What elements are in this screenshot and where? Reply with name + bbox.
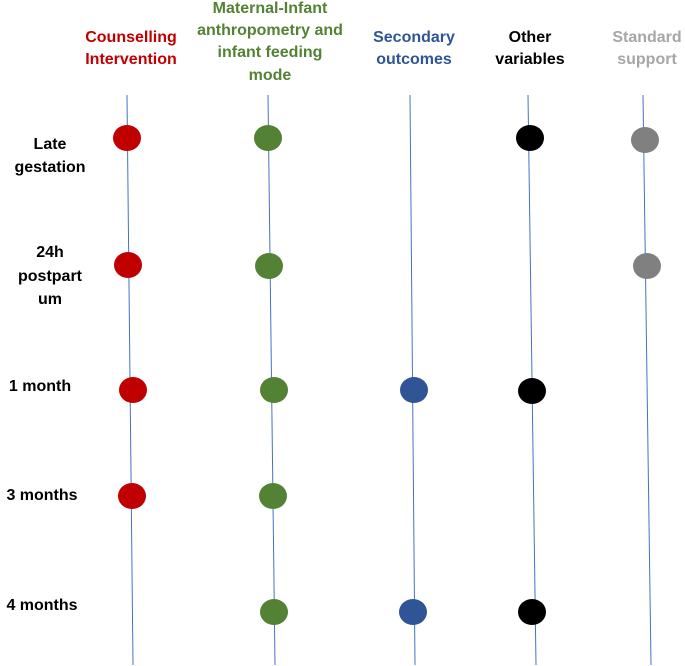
dot bbox=[259, 483, 287, 509]
dot bbox=[399, 599, 427, 625]
column-header: Maternal-Infant bbox=[213, 0, 328, 17]
row-label: 4 months bbox=[6, 597, 77, 614]
column-header: infant feeding bbox=[218, 44, 323, 61]
column-header: Counselling bbox=[85, 29, 177, 46]
dots bbox=[113, 125, 661, 625]
dot bbox=[119, 377, 147, 403]
dot bbox=[255, 253, 283, 279]
row-label: 3 months bbox=[6, 487, 77, 504]
dot bbox=[260, 599, 288, 625]
column-header: Secondary bbox=[373, 29, 455, 46]
dot bbox=[114, 252, 142, 278]
dot bbox=[254, 125, 282, 151]
column-header: mode bbox=[249, 67, 292, 84]
column-header: support bbox=[617, 51, 677, 68]
column-header: Intervention bbox=[85, 51, 177, 68]
row-label: Late bbox=[34, 136, 67, 153]
column-header: Standard bbox=[612, 29, 681, 46]
dot bbox=[518, 599, 546, 625]
column-header: Other bbox=[509, 29, 552, 46]
row-label: um bbox=[38, 291, 62, 308]
column-header: variables bbox=[495, 51, 564, 68]
dot bbox=[518, 378, 546, 404]
dot bbox=[400, 377, 428, 403]
dot bbox=[631, 127, 659, 153]
row-label: 24h bbox=[36, 244, 64, 261]
dot bbox=[260, 377, 288, 403]
column-header: outcomes bbox=[376, 51, 452, 68]
row-label: postpart bbox=[18, 268, 83, 285]
row-label: 1 month bbox=[9, 378, 71, 395]
dot bbox=[516, 125, 544, 151]
column-header: anthropometry and bbox=[197, 22, 343, 39]
row-label: gestation bbox=[14, 159, 85, 176]
timeline bbox=[642, 94, 652, 666]
dot bbox=[113, 125, 141, 151]
dot bbox=[633, 253, 661, 279]
dot bbox=[118, 483, 146, 509]
